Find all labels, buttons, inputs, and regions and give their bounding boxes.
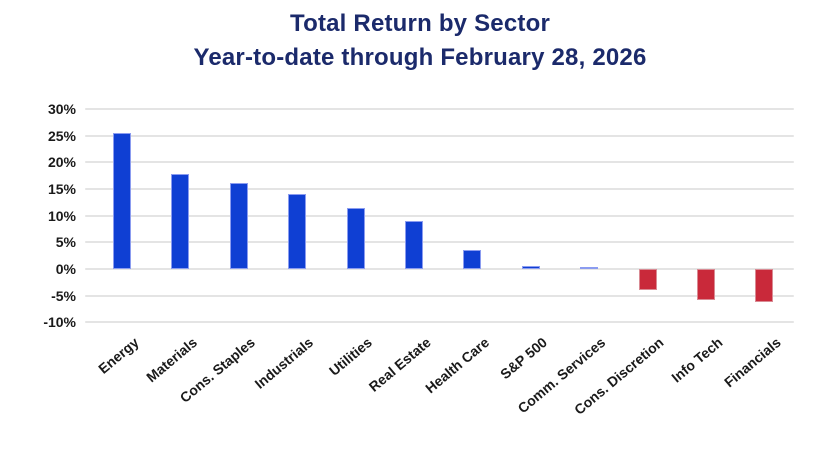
gridline	[85, 108, 794, 110]
bar-real-estate	[405, 220, 423, 269]
y-tick-label: 25%	[47, 127, 76, 144]
gridline	[85, 161, 794, 164]
chart-subtitle: Year-to-date through February 28, 2026	[193, 44, 647, 71]
x-tick-label: Info Tech	[668, 334, 726, 386]
y-tick-label: 0%	[55, 260, 76, 277]
x-tick-label: Health Care	[421, 334, 492, 397]
gridline	[85, 187, 794, 190]
gridline	[85, 267, 794, 270]
gridline	[85, 294, 794, 297]
bar-info-tech	[697, 268, 715, 301]
x-tick-label: Industrials	[251, 334, 317, 392]
x-tick-label: Financials	[720, 334, 784, 391]
x-tick-label: Utilities	[325, 334, 375, 379]
y-tick-label: 5%	[55, 234, 76, 251]
bar-comm-services	[580, 267, 599, 270]
bar-cons-discretion	[638, 268, 657, 290]
gridline	[85, 134, 794, 137]
chart-title: Total Return by Sector	[290, 10, 550, 37]
bar-energy	[113, 132, 131, 269]
bar-cons-staples	[229, 182, 248, 269]
x-tick-label: Materials	[142, 334, 200, 386]
y-tick-label: 15%	[47, 180, 76, 197]
bar-health-care	[463, 250, 482, 269]
y-tick-label: 10%	[47, 207, 76, 224]
bar-financials	[755, 268, 774, 303]
y-tick-label: -5%	[51, 287, 76, 304]
y-tick-label: 20%	[47, 154, 76, 171]
x-tick-label: Energy	[94, 334, 142, 377]
bar-materials	[171, 174, 190, 269]
y-tick-label: -10%	[43, 314, 76, 331]
x-tick-label: S&P 500	[497, 334, 551, 383]
gridline	[85, 214, 794, 217]
gridline	[85, 321, 794, 324]
bar-utilities	[346, 207, 365, 269]
gridline	[85, 241, 794, 244]
y-tick-label: 30%	[47, 101, 76, 117]
bar-s-p-500	[521, 266, 540, 269]
bar-industrials	[288, 193, 307, 269]
